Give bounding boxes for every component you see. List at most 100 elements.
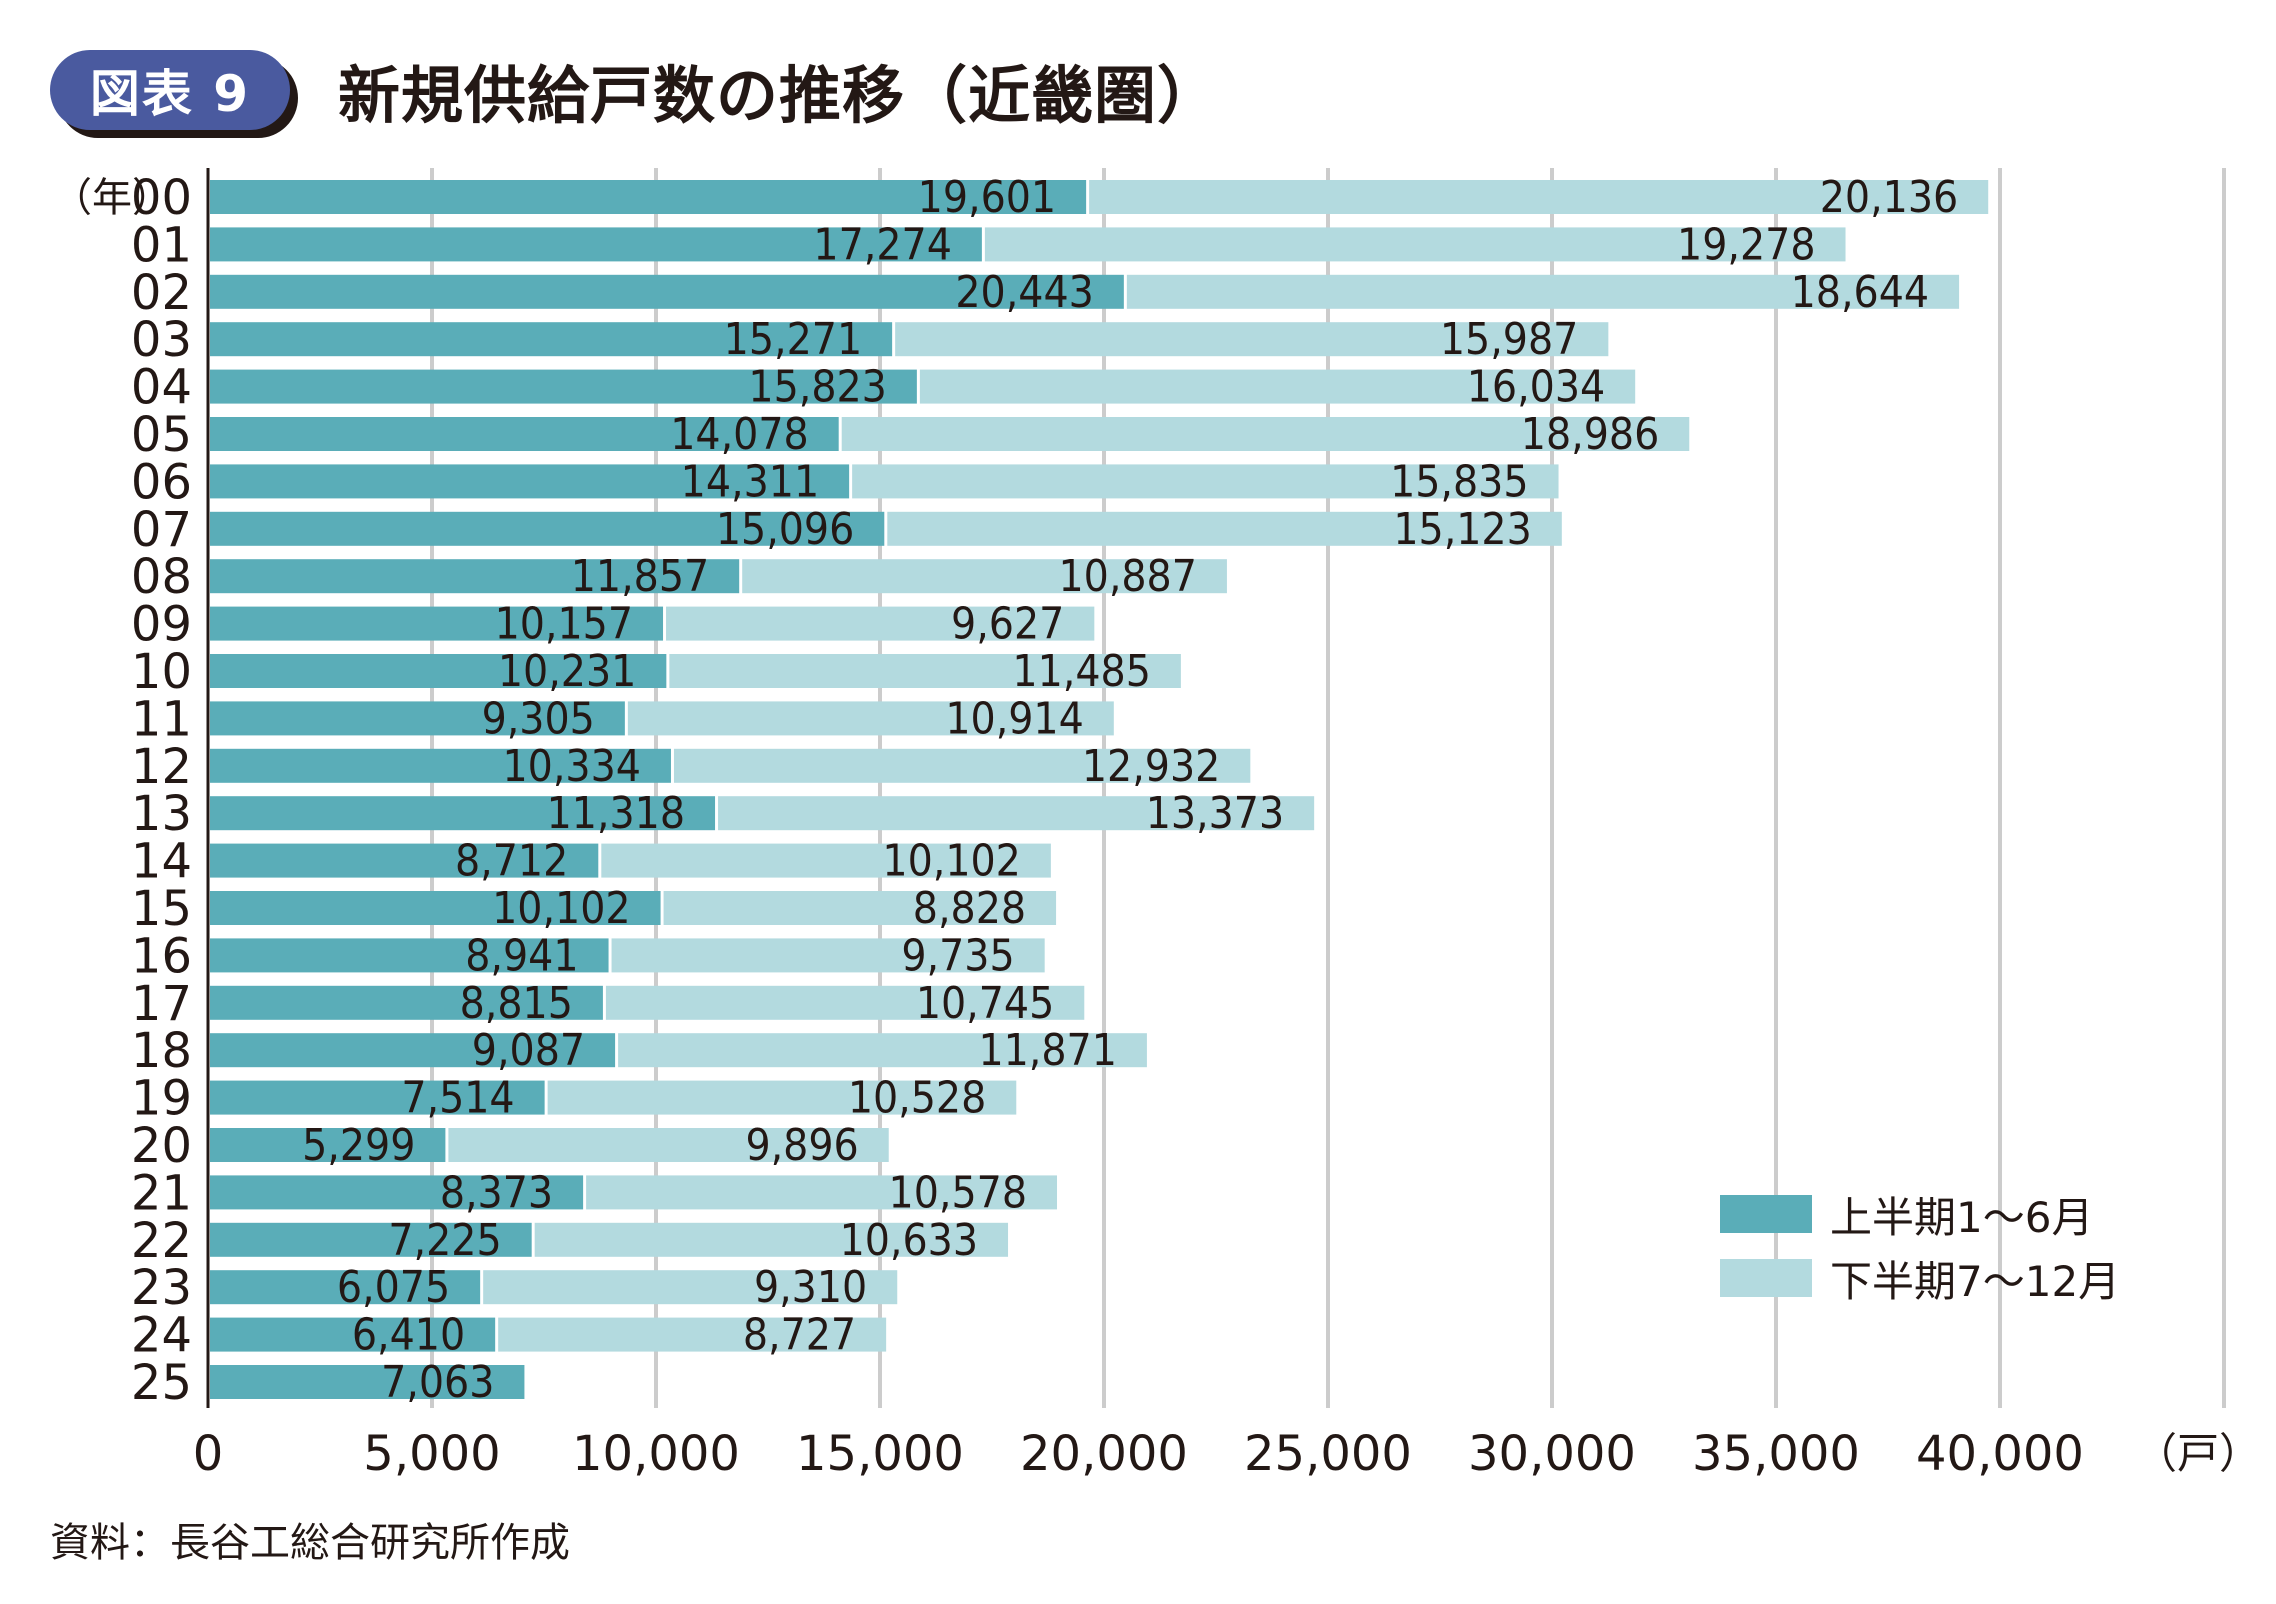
bar-label-first-half: 11,318 [547, 788, 685, 839]
bar-first-half [210, 1080, 545, 1115]
x-tick-label: 40,000 [1916, 1426, 2084, 1482]
bar-first-half [210, 701, 625, 736]
bar-label-second-half: 20,136 [1820, 172, 1958, 223]
bar-second-half [666, 606, 1095, 641]
bar-label-second-half: 10,887 [1058, 551, 1196, 602]
bar-label-first-half: 14,311 [681, 456, 819, 507]
y-tick-label: 05 [131, 407, 192, 463]
y-tick-label: 24 [131, 1308, 192, 1364]
bar-label-first-half: 9,087 [472, 1025, 585, 1076]
bar-second-half [984, 227, 1846, 262]
bar-label-first-half: 10,231 [498, 646, 636, 697]
y-tick-label: 20 [131, 1118, 192, 1174]
bar-label-second-half: 19,278 [1677, 219, 1815, 270]
bar-second-half [605, 985, 1085, 1020]
bar-label-second-half: 10,528 [848, 1073, 986, 1124]
bar-label-second-half: 10,914 [945, 693, 1083, 744]
bar-first-half [210, 1317, 496, 1352]
bar-second-half [841, 417, 1690, 451]
bar-first-half [210, 322, 893, 357]
bar-second-half [718, 796, 1315, 831]
bar-label-first-half: 17,274 [813, 219, 951, 270]
y-tick-label: 02 [131, 265, 192, 321]
bar-label-second-half: 15,835 [1390, 456, 1528, 507]
bar-second-half [1126, 274, 1960, 309]
bar-label-first-half: 6,075 [337, 1262, 450, 1313]
bar-second-half [895, 322, 1609, 357]
bar-second-half [673, 748, 1251, 783]
bar-first-half [210, 511, 885, 546]
bar-label-first-half: 19,601 [918, 172, 1056, 223]
x-axis-labels: 0 5,000 10,000 15,000 20,000 25,000 30,000 35,0… [193, 1426, 2084, 1482]
bar-first-half [210, 464, 850, 499]
bar-label-second-half: 11,485 [1012, 646, 1150, 697]
x-tick-label: 20,000 [1020, 1426, 1188, 1482]
source-note: 資料：長谷工総合研究所作成 [50, 1520, 570, 1566]
y-tick-label: 13 [131, 786, 192, 842]
y-tick-label: 11 [131, 691, 192, 747]
bar-label-second-half: 10,102 [882, 836, 1020, 887]
bar-second-half [663, 891, 1057, 925]
bar-second-half [627, 701, 1114, 736]
bar-label-first-half: 10,334 [502, 741, 640, 792]
bar-second-half [1089, 180, 1989, 214]
chart-title: 新規供給戸数の推移（近畿圏） [338, 59, 1221, 132]
bar-label-first-half: 7,063 [381, 1357, 494, 1408]
bar-second-half [601, 843, 1051, 878]
x-tick-label: 25,000 [1244, 1426, 1412, 1482]
x-tick-label: 0 [193, 1426, 224, 1482]
bar-first-half [210, 654, 667, 688]
legend-item-second-half: 下半期7～12月 [1720, 1246, 2120, 1310]
y-tick-label: 04 [131, 360, 192, 416]
legend-item-first-half: 上半期1～6月 [1720, 1182, 2120, 1246]
y-tick-label: 09 [131, 597, 192, 653]
bar-second-half [669, 654, 1181, 688]
bar-label-second-half: 8,828 [913, 883, 1026, 934]
bar-second-half [742, 559, 1227, 594]
y-tick-label: 22 [131, 1213, 192, 1269]
bar-label-second-half: 18,644 [1791, 267, 1929, 318]
bar-label-second-half: 15,987 [1440, 314, 1578, 365]
bar-label-second-half: 18,986 [1521, 409, 1659, 460]
x-tick-label: 5,000 [363, 1426, 500, 1482]
y-tick-label: 01 [131, 217, 192, 273]
bar-label-first-half: 10,157 [495, 599, 633, 650]
legend: 上半期1～6月 下半期7～12月 [1720, 1182, 2120, 1310]
bar-second-half [483, 1270, 898, 1305]
y-tick-label: 21 [131, 1165, 192, 1221]
y-tick-label: 06 [131, 454, 192, 510]
y-tick-label: 14 [131, 834, 192, 890]
bar-second-half [448, 1128, 889, 1162]
bars [210, 180, 1989, 1399]
bar-first-half [210, 606, 664, 641]
legend-swatch-first-half [1720, 1195, 1812, 1233]
bar-first-half [210, 559, 740, 594]
y-tick-label: 17 [131, 976, 192, 1032]
bar-second-half [498, 1317, 887, 1352]
y-axis-labels: 0001020304050607080910111213141516171819… [131, 170, 192, 1411]
bar-label-first-half: 15,271 [724, 314, 862, 365]
bar-first-half [210, 843, 599, 878]
bar-second-half [852, 464, 1559, 499]
y-tick-label: 18 [131, 1023, 192, 1079]
bar-first-half [210, 417, 839, 451]
bar-label-second-half: 9,310 [754, 1262, 867, 1313]
bar-first-half [210, 1175, 584, 1210]
bar-label-first-half: 11,857 [571, 551, 709, 602]
bar-label-first-half: 10,102 [492, 883, 630, 934]
bar-second-half [618, 1033, 1147, 1068]
bar-second-half [887, 511, 1562, 546]
bar-value-labels: 19,601 20,136 17,274 19,278 20,443 18,644 15,2… [302, 172, 1958, 1408]
bar-first-half [210, 227, 982, 262]
bar-label-first-half: 7,225 [388, 1215, 501, 1266]
bar-first-half [210, 1128, 446, 1162]
y-tick-label: 25 [131, 1355, 192, 1411]
bar-first-half [210, 1365, 525, 1399]
bar-label-first-half: 20,443 [955, 267, 1093, 318]
bar-label-first-half: 5,299 [302, 1120, 415, 1171]
bar-label-second-half: 8,727 [743, 1310, 856, 1361]
y-tick-label: 15 [131, 881, 192, 937]
bar-first-half [210, 274, 1124, 309]
bar-label-first-half: 15,823 [748, 362, 886, 413]
